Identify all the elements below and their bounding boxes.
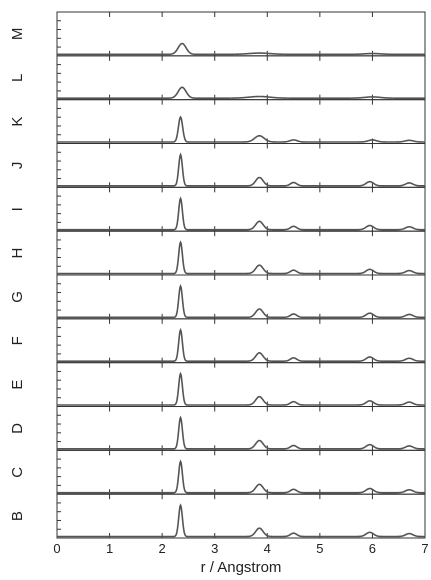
panel-label-m: M	[9, 28, 26, 41]
panel-frame	[56, 449, 426, 495]
series-line-g	[57, 284, 425, 319]
panel-i: I	[9, 186, 426, 232]
series-line-b	[57, 503, 425, 538]
x-tick-label: 0	[53, 541, 60, 556]
x-tick-label: 3	[211, 541, 218, 556]
panel-frame	[56, 493, 426, 539]
panel-frame	[56, 99, 426, 144]
series-line-m	[57, 42, 425, 56]
panel-label-h: H	[9, 248, 26, 259]
x-tick-label: 5	[316, 541, 323, 556]
x-tick-label: 7	[421, 541, 428, 556]
series-line-j	[57, 152, 425, 187]
panel-label-b: B	[9, 511, 26, 521]
panel-label-j: J	[9, 162, 26, 170]
series-line-l	[57, 86, 425, 99]
panel-frame	[56, 230, 426, 276]
panel-frame	[56, 362, 426, 407]
x-axis-label: r / Angstrom	[201, 559, 282, 576]
panel-label-i: I	[9, 207, 26, 211]
panel-k: K	[9, 99, 426, 144]
x-axis: 0 1 2 3 4 5 6 7	[53, 541, 428, 556]
panel-frame	[56, 143, 426, 188]
panel-label-f: F	[9, 336, 26, 345]
panel-frame	[56, 186, 426, 232]
panel-l: L	[9, 55, 426, 101]
x-tick-label: 2	[159, 541, 166, 556]
panels: M L K J I H G F E D C B	[9, 11, 426, 539]
panel-label-g: G	[9, 291, 26, 303]
x-tick-label: 6	[369, 541, 376, 556]
panel-c: C	[9, 449, 426, 495]
panel-label-d: D	[9, 423, 26, 434]
panel-m: M	[9, 11, 426, 57]
panel-b: B	[9, 493, 426, 539]
series-line-c	[57, 459, 425, 494]
series-line-k	[57, 115, 425, 143]
panel-label-e: E	[9, 380, 26, 390]
panel-g: G	[9, 274, 426, 320]
panel-d: D	[9, 406, 426, 451]
x-tick-label: 1	[106, 541, 113, 556]
panel-label-c: C	[9, 467, 26, 478]
panel-label-l: L	[9, 74, 26, 82]
series-line-d	[57, 415, 425, 450]
panel-frame	[56, 55, 426, 101]
panel-f: F	[9, 318, 426, 364]
panel-e: E	[9, 362, 426, 407]
panel-j: J	[9, 143, 426, 188]
panel-label-k: K	[9, 117, 26, 127]
x-tick-label: 4	[264, 541, 271, 556]
panel-frame	[56, 274, 426, 320]
series-line-f	[57, 327, 425, 362]
panel-frame	[56, 11, 426, 57]
series-line-i	[57, 196, 425, 231]
panel-frame	[56, 406, 426, 451]
panel-frame	[56, 318, 426, 364]
series-line-e	[57, 371, 425, 406]
panel-h: H	[9, 230, 426, 276]
series-line-h	[57, 240, 425, 275]
